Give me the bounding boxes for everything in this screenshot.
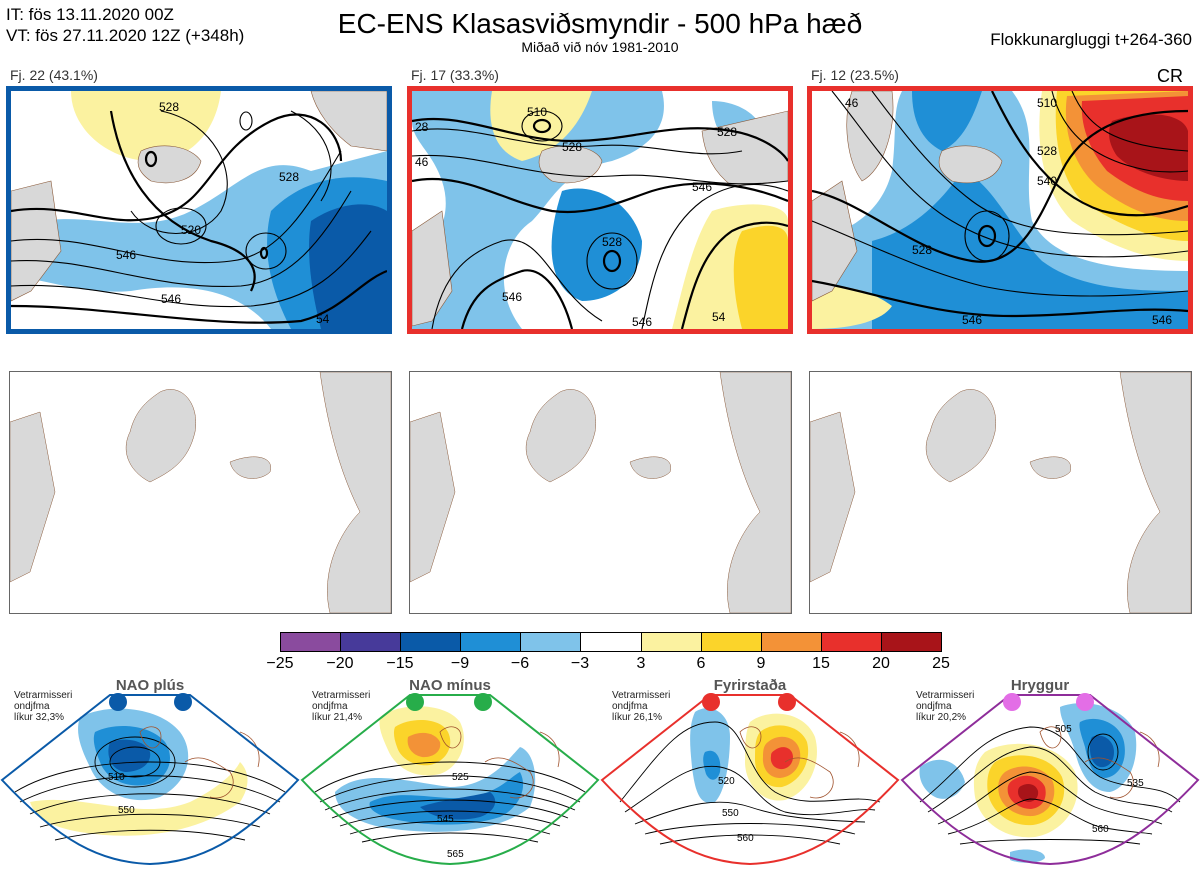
regime-3-map: 520 550 560 xyxy=(600,692,900,871)
regime-3-marker xyxy=(778,693,796,711)
cluster-1-label: Fj. 22 (43.1%) xyxy=(10,67,98,83)
regime-1-marker xyxy=(174,693,192,711)
colorbar-tick: 20 xyxy=(872,655,890,672)
empty-map-1 xyxy=(9,371,392,614)
regime-contour-label: 520 xyxy=(718,776,735,787)
colorbar-tick: 6 xyxy=(696,655,706,672)
colorbar-tick: −25 xyxy=(266,655,294,672)
contour-label: 546 xyxy=(692,180,712,194)
contour-label: 520 xyxy=(181,223,201,237)
contour-label: 54 xyxy=(316,312,330,326)
empty-map-3 xyxy=(809,371,1192,614)
colorbar-cell xyxy=(521,633,582,651)
regime-4-map: 505 535 560 xyxy=(900,692,1200,871)
colorbar-cell xyxy=(581,633,642,651)
regime-contour-label: 560 xyxy=(1092,824,1109,835)
colorbar-cell xyxy=(281,633,342,651)
cluster-2-label: Fj. 17 (33.3%) xyxy=(411,67,499,83)
contour-label: 528 xyxy=(159,100,179,114)
colorbar-cell xyxy=(461,633,522,651)
regime-2-map: 525 545 565 xyxy=(300,692,600,871)
colorbar-cell xyxy=(761,633,822,651)
colorbar-tick: 25 xyxy=(932,655,950,672)
regime-contour-label: 510 xyxy=(108,772,125,783)
regime-1-marker xyxy=(109,693,127,711)
contour-label: 546 xyxy=(502,290,522,304)
colorbar-cell xyxy=(821,633,882,651)
regime-4-marker xyxy=(1003,693,1021,711)
page-title: EC-ENS Klasasviðsmyndir - 500 hPa hæð xyxy=(337,8,863,39)
regime-contour-label: 525 xyxy=(452,772,469,783)
colorbar-cell xyxy=(881,633,942,651)
contour-label: 540 xyxy=(1037,174,1057,188)
colorbar-tick: 15 xyxy=(812,655,830,672)
colorbar-cell xyxy=(401,633,462,651)
contour-label: 546 xyxy=(632,315,652,329)
contour-label: 546 xyxy=(1152,313,1172,327)
regime-contour-label: 545 xyxy=(437,814,454,825)
colorbar-cell xyxy=(341,633,402,651)
contour-label: 528 xyxy=(562,140,582,154)
contour-label: 510 xyxy=(527,105,547,119)
regime-2-marker xyxy=(406,693,424,711)
initial-time: IT: fös 13.11.2020 00Z xyxy=(6,5,174,24)
contour-label: 546 xyxy=(161,292,181,306)
regime-contour-label: 565 xyxy=(447,849,464,860)
cluster-3-label: Fj. 12 (23.5%) xyxy=(811,67,899,83)
contour-label: 54 xyxy=(712,310,726,324)
regime-2-note: Vetrarmisseri ondjfma líkur 21,4% xyxy=(312,690,371,723)
cluster-3-map: 46 510 528 540 528 546 546 xyxy=(807,86,1193,334)
colorbar-tick: 3 xyxy=(636,655,646,672)
regime-contour-label: 550 xyxy=(722,808,739,819)
regime-contour-label: 550 xyxy=(118,805,135,816)
contour-label: 546 xyxy=(962,313,982,327)
regime-1-map: 510 550 xyxy=(0,692,300,871)
valid-time: VT: fös 27.11.2020 12Z (+348h) xyxy=(6,26,245,45)
run-info: IT: fös 13.11.2020 00Z VT: fös 27.11.202… xyxy=(6,4,244,46)
regime-3-note: Vetrarmisseri ondjfma líkur 26,1% xyxy=(612,690,671,723)
regime-3-marker xyxy=(702,693,720,711)
regime-2-marker xyxy=(474,693,492,711)
cluster-2-map: 28 46 510 528 528 546 528 546 546 54 xyxy=(407,86,793,334)
colorbar-tick: −15 xyxy=(386,655,414,672)
regime-contour-label: 560 xyxy=(737,833,754,844)
regime-4-name: Hryggur xyxy=(1010,677,1070,694)
colorbar-tick: 9 xyxy=(756,655,766,672)
regime-2-name: NAO mínus xyxy=(409,677,491,694)
regime-1-note: Vetrarmisseri ondjfma líkur 32,3% xyxy=(14,690,73,723)
contour-label: 528 xyxy=(279,170,299,184)
page-subtitle: Miðað við nóv 1981-2010 xyxy=(521,39,679,55)
cluster-3-tag: CR xyxy=(1157,66,1183,86)
colorbar-tick: −9 xyxy=(450,655,470,672)
contour-label: 528 xyxy=(912,243,932,257)
colorbar-cell xyxy=(641,633,702,651)
colorbar-cell xyxy=(701,633,762,651)
cluster-1-map: 528 520 528 546 546 54 xyxy=(6,86,392,334)
contour-label: 510 xyxy=(1037,96,1057,110)
contour-label: 528 xyxy=(602,235,622,249)
colorbar-tick: −3 xyxy=(570,655,590,672)
contour-label: 46 xyxy=(415,155,429,169)
contour-label: 528 xyxy=(717,125,737,139)
regime-4-note: Vetrarmisseri ondjfma líkur 20,2% xyxy=(916,690,975,723)
colorbar-tick: −20 xyxy=(326,655,354,672)
regime-1-name: NAO plús xyxy=(115,677,185,694)
colorbar xyxy=(280,632,942,652)
contour-label: 46 xyxy=(845,96,859,110)
classification-window: Flokkunargluggi t+264-360 xyxy=(990,30,1192,49)
contour-label: 528 xyxy=(1037,144,1057,158)
regime-contour-label: 535 xyxy=(1127,778,1144,789)
regime-contour-label: 505 xyxy=(1055,724,1072,735)
regime-4-marker xyxy=(1076,693,1094,711)
regime-3-name: Fyrirstaða xyxy=(713,677,787,694)
empty-map-2 xyxy=(409,371,792,614)
contour-label: 546 xyxy=(116,248,136,262)
contour-label: 28 xyxy=(415,120,429,134)
colorbar-tick: −6 xyxy=(510,655,530,672)
